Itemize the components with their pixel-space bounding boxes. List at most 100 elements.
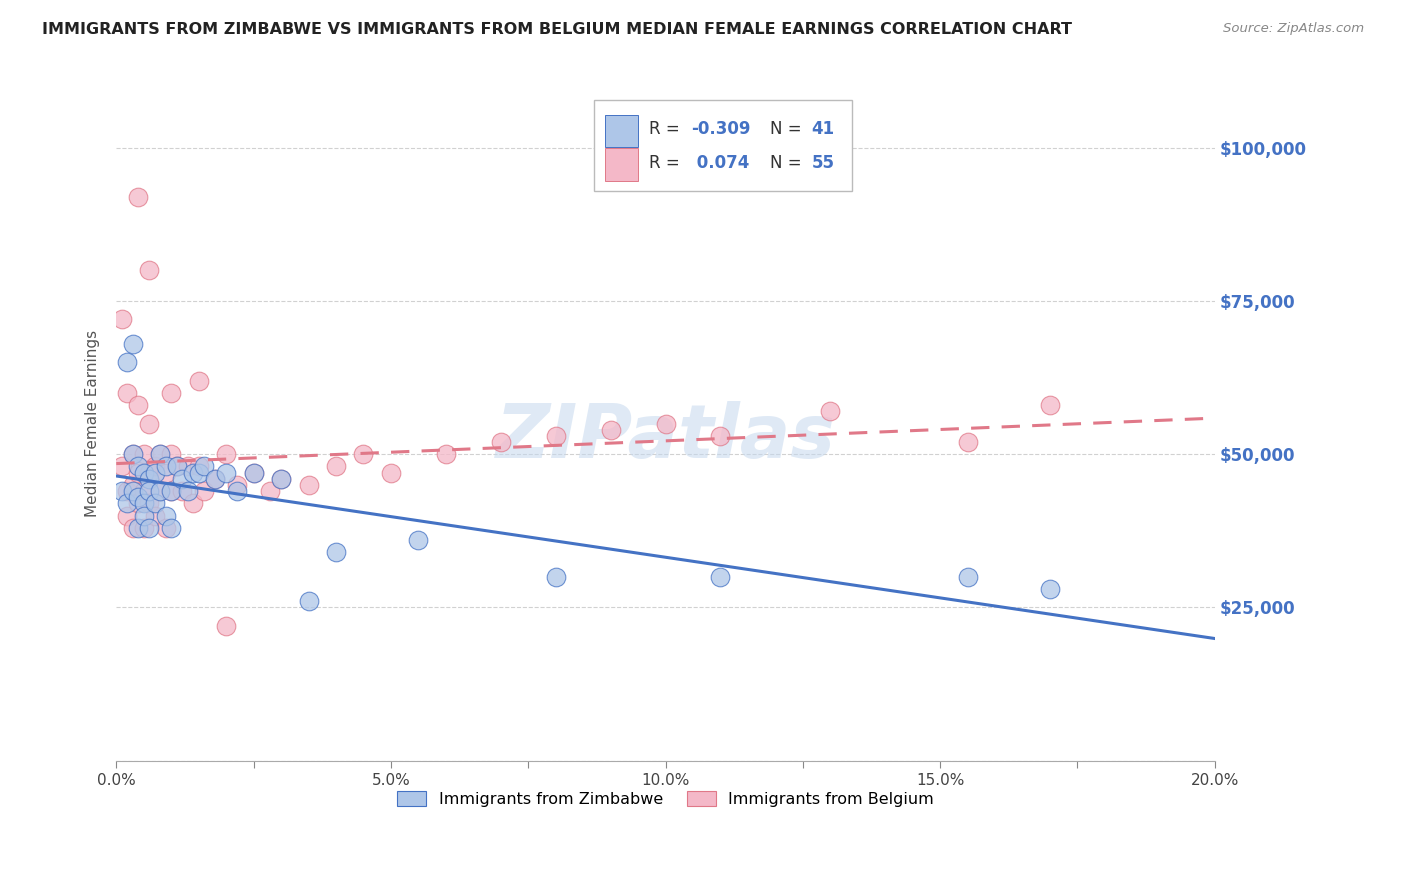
- Point: [117, 496, 139, 510]
- Point: [1039, 398, 1062, 412]
- Point: [544, 429, 567, 443]
- Point: [193, 483, 215, 498]
- Point: [138, 496, 160, 510]
- Point: [127, 190, 149, 204]
- Point: [127, 398, 149, 412]
- Point: [111, 459, 134, 474]
- Point: [155, 508, 177, 523]
- Point: [187, 459, 209, 474]
- Point: [259, 483, 281, 498]
- Point: [297, 594, 319, 608]
- Point: [187, 466, 209, 480]
- Text: ZIPatlas: ZIPatlas: [495, 401, 835, 474]
- Point: [117, 508, 139, 523]
- Text: N =: N =: [770, 154, 807, 172]
- Point: [297, 478, 319, 492]
- Point: [143, 508, 166, 523]
- Point: [599, 423, 621, 437]
- Text: -0.309: -0.309: [690, 120, 751, 138]
- Point: [155, 521, 177, 535]
- Point: [160, 483, 183, 498]
- Text: IMMIGRANTS FROM ZIMBABWE VS IMMIGRANTS FROM BELGIUM MEDIAN FEMALE EARNINGS CORRE: IMMIGRANTS FROM ZIMBABWE VS IMMIGRANTS F…: [42, 22, 1073, 37]
- Point: [325, 545, 347, 559]
- Point: [121, 478, 143, 492]
- Point: [160, 385, 183, 400]
- Point: [155, 466, 177, 480]
- Point: [138, 472, 160, 486]
- Point: [544, 570, 567, 584]
- Point: [270, 472, 292, 486]
- Point: [380, 466, 402, 480]
- Point: [138, 263, 160, 277]
- Point: [111, 483, 134, 498]
- Point: [226, 483, 249, 498]
- Point: [160, 521, 183, 535]
- Point: [121, 447, 143, 461]
- Point: [270, 472, 292, 486]
- Point: [132, 496, 155, 510]
- Point: [127, 496, 149, 510]
- Point: [187, 374, 209, 388]
- Point: [149, 447, 172, 461]
- Point: [654, 417, 676, 431]
- Point: [138, 483, 160, 498]
- Point: [215, 466, 238, 480]
- Point: [226, 478, 249, 492]
- Text: 0.074: 0.074: [690, 154, 749, 172]
- Point: [181, 466, 204, 480]
- Point: [204, 472, 226, 486]
- Point: [143, 466, 166, 480]
- Point: [166, 459, 188, 474]
- FancyBboxPatch shape: [605, 115, 638, 147]
- Text: Source: ZipAtlas.com: Source: ZipAtlas.com: [1223, 22, 1364, 36]
- Point: [242, 466, 264, 480]
- FancyBboxPatch shape: [605, 148, 638, 181]
- Point: [143, 496, 166, 510]
- Point: [408, 533, 430, 547]
- Point: [117, 355, 139, 369]
- Point: [117, 483, 139, 498]
- Point: [149, 447, 172, 461]
- Point: [434, 447, 457, 461]
- Point: [132, 508, 155, 523]
- Point: [117, 385, 139, 400]
- Point: [121, 447, 143, 461]
- Point: [127, 459, 149, 474]
- Point: [138, 417, 160, 431]
- Text: 55: 55: [811, 154, 835, 172]
- Text: N =: N =: [770, 120, 807, 138]
- Point: [352, 447, 374, 461]
- Y-axis label: Median Female Earnings: Median Female Earnings: [86, 330, 100, 517]
- Point: [172, 483, 194, 498]
- FancyBboxPatch shape: [595, 100, 852, 191]
- Point: [1039, 582, 1062, 596]
- Point: [242, 466, 264, 480]
- Point: [127, 490, 149, 504]
- Point: [176, 459, 198, 474]
- Point: [160, 447, 183, 461]
- Point: [121, 336, 143, 351]
- Point: [160, 483, 183, 498]
- Point: [489, 434, 512, 449]
- Point: [956, 570, 979, 584]
- Point: [132, 466, 155, 480]
- Point: [193, 459, 215, 474]
- Point: [325, 459, 347, 474]
- Point: [132, 521, 155, 535]
- Point: [121, 521, 143, 535]
- Legend: Immigrants from Zimbabwe, Immigrants from Belgium: Immigrants from Zimbabwe, Immigrants fro…: [391, 785, 941, 814]
- Point: [132, 447, 155, 461]
- Point: [215, 447, 238, 461]
- Point: [820, 404, 842, 418]
- Point: [149, 483, 172, 498]
- Point: [956, 434, 979, 449]
- Point: [176, 483, 198, 498]
- Point: [127, 521, 149, 535]
- Point: [111, 312, 134, 326]
- Point: [143, 459, 166, 474]
- Point: [138, 466, 160, 480]
- Point: [166, 459, 188, 474]
- Text: R =: R =: [650, 154, 685, 172]
- Point: [181, 496, 204, 510]
- Point: [172, 472, 194, 486]
